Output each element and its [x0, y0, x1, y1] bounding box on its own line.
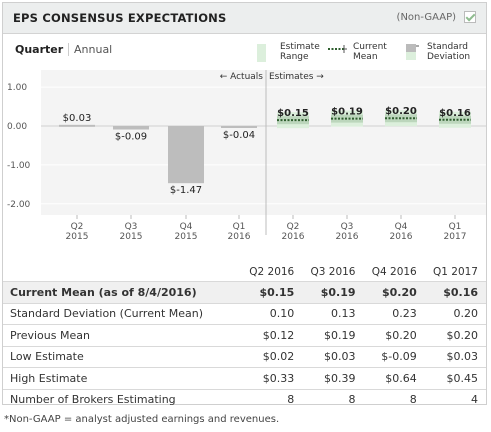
actual-value-label: $-1.47: [170, 185, 202, 196]
table-cell: $0.33: [241, 367, 303, 389]
estimate-value-label: $0.16: [439, 108, 471, 119]
table-cell: $0.20: [424, 324, 486, 346]
x-tick-quarter: Q1: [233, 222, 246, 232]
panel-title: EPS CONSENSUS EXPECTATIONS: [13, 11, 227, 25]
table-cell: $0.20: [363, 324, 425, 346]
table-cell: 4: [424, 388, 486, 410]
table-cell: $0.20: [363, 281, 425, 303]
table-cell: $0.15: [241, 281, 303, 303]
legend-estimate-range: Estimate Range: [280, 42, 320, 62]
table-cell: $0.02: [241, 345, 303, 368]
x-tick-year: 2016: [282, 232, 305, 242]
tab-quarter[interactable]: Quarter: [15, 43, 64, 56]
x-tick-quarter: Q2: [287, 222, 300, 232]
legend-std-dev: Standard Deviation: [427, 42, 471, 62]
table-cell: 8: [363, 388, 425, 410]
x-tick-quarter: Q3: [341, 222, 354, 232]
table-row: High Estimate $0.33 $0.39 $0.64 $0.45: [3, 367, 486, 389]
estimates-label: Estimates →: [269, 72, 324, 82]
check-icon[interactable]: [464, 11, 476, 23]
table-cell: $0.03: [302, 345, 364, 368]
table-cell: $0.45: [424, 367, 486, 389]
tab-divider: [68, 43, 69, 56]
row-label: Previous Mean: [3, 324, 241, 346]
table-row: Current Mean (as of 8/4/2016) $0.15 $0.19 $…: [3, 281, 486, 303]
tab-annual[interactable]: Annual: [74, 43, 113, 56]
table-cell: $0.16: [424, 281, 486, 303]
footnote: *Non-GAAP = analyst adjusted earnings an…: [4, 414, 280, 425]
table-row: Standard Deviation (Current Mean) 0.10 0.1…: [3, 302, 486, 325]
y-tick-label: -1.00: [7, 161, 31, 171]
table-cell: $0.12: [241, 324, 303, 346]
table-row: Previous Mean $0.12 $0.19 $0.20 $0.20: [3, 324, 486, 346]
row-label: Number of Brokers Estimating: [3, 388, 241, 410]
column-header: Q1 2017: [432, 266, 478, 278]
x-tick-year: 2015: [120, 232, 143, 242]
panel-header: EPS CONSENSUS EXPECTATIONS (Non-GAAP): [3, 3, 486, 34]
table-cell: 8: [302, 388, 364, 410]
table-row: Number of Brokers Estimating 8 8 8 4: [3, 388, 486, 410]
estimate-value-label: $0.19: [331, 107, 363, 118]
actual-bar: [221, 126, 257, 128]
table-cell: 8: [241, 388, 303, 410]
eps-consensus-panel: EPS CONSENSUS EXPECTATIONS (Non-GAAP) Qu…: [2, 2, 487, 405]
table-cell: $0.03: [424, 345, 486, 368]
table-cell: $0.64: [363, 367, 425, 389]
actual-bar: [59, 124, 95, 127]
x-tick-quarter: Q3: [125, 222, 138, 232]
table-header-row: Q2 2016 Q3 2016 Q4 2016 Q1 2017: [3, 263, 486, 282]
x-tick-quarter: Q1: [449, 222, 462, 232]
table-cell: $-0.09: [363, 345, 425, 368]
estimate-value-label: $0.20: [385, 106, 417, 117]
column-header: Q2 2016: [249, 266, 295, 278]
x-tick-year: 2015: [66, 232, 89, 242]
estimate-value-label: $0.15: [277, 108, 309, 119]
estimates-table: Q2 2016 Q3 2016 Q4 2016 Q1 2017 Current …: [3, 263, 486, 410]
std-dev-swatch: [406, 44, 416, 52]
y-tick-label: 0.00: [7, 122, 27, 132]
table-cell: 0.10: [241, 302, 303, 325]
actual-bar: [168, 126, 204, 184]
x-tick-year: 2016: [390, 232, 413, 242]
row-label: High Estimate: [3, 367, 241, 389]
x-tick-year: 2017: [444, 232, 467, 242]
actual-value-label: $0.03: [63, 113, 92, 124]
actuals-label: ← Actuals: [220, 72, 264, 82]
table-cell: 0.20: [424, 302, 486, 325]
row-label: Standard Deviation (Current Mean): [3, 302, 241, 325]
row-label: Current Mean (as of 8/4/2016): [3, 281, 241, 303]
non-gaap-label: (Non-GAAP): [396, 12, 456, 23]
plot-background: [41, 70, 486, 215]
eps-chart: 1.00 0.00 -1.00 -2.00 ← Actuals Estimates → $0…: [7, 70, 486, 242]
table-row: Low Estimate $0.02 $0.03 $-0.09 $0.03: [3, 345, 486, 368]
x-tick-year: 2015: [175, 232, 198, 242]
legend-current-mean: Current Mean: [353, 42, 387, 62]
estimate-range-swatch: [257, 44, 266, 62]
table-cell: $0.19: [302, 281, 364, 303]
table-cell: 0.23: [363, 302, 425, 325]
y-tick-label: -2.00: [7, 200, 31, 210]
table-cell: $0.39: [302, 367, 364, 389]
legend-swatches: [257, 44, 419, 62]
table-cell: $0.19: [302, 324, 364, 346]
actual-value-label: $-0.09: [115, 132, 147, 143]
x-tick-quarter: Q4: [395, 222, 408, 232]
actual-bar: [113, 126, 149, 130]
column-header: Q3 2016: [310, 266, 356, 278]
x-tick-quarter: Q2: [71, 222, 84, 232]
x-tick-quarter: Q4: [180, 222, 193, 232]
x-tick-year: 2016: [228, 232, 251, 242]
table-cell: 0.13: [302, 302, 364, 325]
actual-value-label: $-0.04: [223, 130, 255, 141]
row-label: Low Estimate: [3, 345, 241, 368]
y-tick-label: 1.00: [7, 83, 27, 93]
x-tick-year: 2016: [336, 232, 359, 242]
column-header: Q4 2016: [371, 266, 417, 278]
